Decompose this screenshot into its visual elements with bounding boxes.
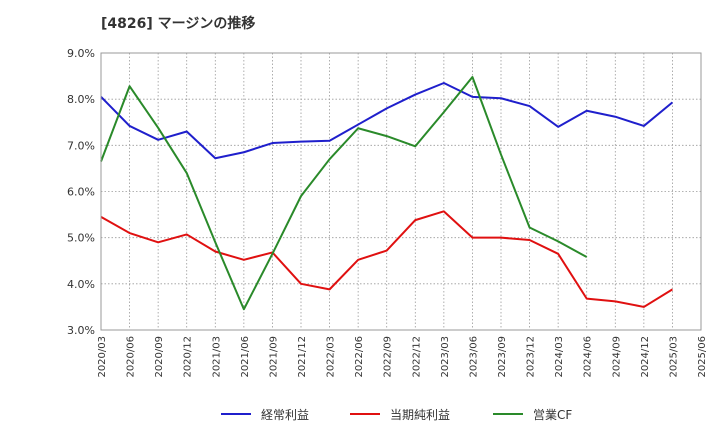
x-tick-label: 2022/06 [354,336,365,378]
series-lines [100,76,674,311]
x-tick-label: 2024/03 [554,336,565,378]
y-tick-label: 9.0% [67,47,95,60]
x-tick-label: 2021/12 [297,336,308,378]
x-tick-label: 2024/12 [640,336,651,378]
x-tick-label: 2022/09 [383,336,394,378]
grid [100,52,702,331]
x-tick-label: 2025/03 [668,336,679,378]
y-tick-label: 5.0% [67,232,95,245]
series-line-2 [100,210,673,308]
y-axis-ticks: 3.0% 4.0% 5.0% 6.0% 7.0% 8.0% 9.0% [67,47,95,337]
x-tick-label: 2021/03 [211,336,222,378]
y-tick-label: 8.0% [67,93,95,106]
x-tick-label: 2023/09 [497,336,508,378]
chart-title: [4826] マージンの推移 [101,15,255,32]
y-tick-label: 6.0% [67,186,95,199]
x-tick-label: 2024/09 [611,336,622,378]
x-tick-label: 2020/03 [97,336,108,378]
y-tick-label: 3.0% [67,324,95,337]
x-tick-label: 2021/09 [268,336,279,378]
legend-label-2: 当期純利益 [390,408,450,422]
series-line-3 [100,76,588,311]
legend: 経常利益 当期純利益 営業CF [221,408,572,422]
x-tick-label: 2023/03 [440,336,451,378]
x-tick-label: 2022/12 [411,336,422,378]
y-tick-label: 7.0% [67,139,95,152]
x-tick-label: 2020/06 [126,336,137,378]
x-tick-label: 2025/06 [697,336,708,378]
x-tick-label: 2021/06 [240,336,251,378]
legend-label-3: 営業CF [533,408,572,422]
y-tick-label: 4.0% [67,278,95,291]
x-tick-label: 2024/06 [583,336,594,378]
series-line-1 [100,82,674,160]
x-tick-label: 2023/06 [468,336,479,378]
x-axis-ticks: 2020/03 2020/06 2020/09 2020/12 2021/03 2021/… [97,336,708,378]
x-tick-label: 2020/09 [154,336,165,378]
legend-label-1: 経常利益 [261,408,309,422]
x-tick-label: 2020/12 [183,336,194,378]
plot-frame [100,52,702,331]
x-tick-label: 2022/03 [326,336,337,378]
x-tick-label: 2023/12 [526,336,537,378]
